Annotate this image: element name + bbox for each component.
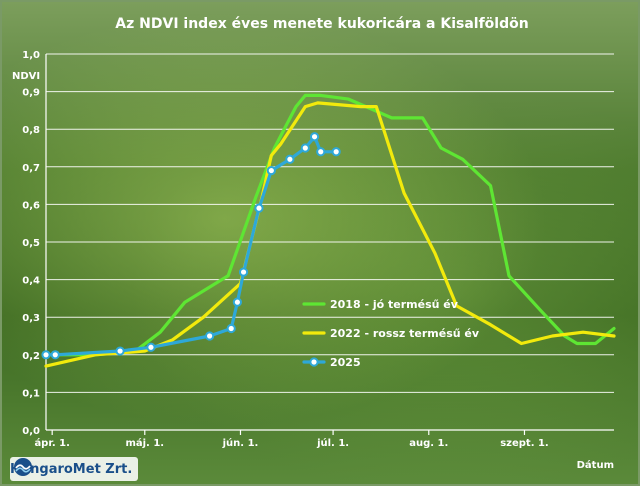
y-tick-label: 0,3 [22, 313, 40, 324]
x-axis-label: Dátum [577, 459, 614, 471]
x-tick-label: jún. 1. [222, 437, 259, 449]
y-tick-label: 0,7 [22, 163, 40, 174]
series-line-1 [44, 93, 616, 357]
x-tick-label: júl. 1. [316, 437, 349, 449]
data-point-marker [146, 342, 156, 352]
legend-label-2: 2022 - rossz termésű év [330, 327, 480, 340]
data-point-marker [300, 143, 310, 153]
x-tick-label: ápr. 1. [34, 437, 69, 449]
y-tick-label: 0,2 [22, 351, 40, 362]
data-point-marker [316, 147, 326, 157]
data-point-marker [331, 147, 341, 157]
data-point-marker [266, 165, 276, 176]
data-point-marker [309, 132, 320, 142]
y-tick-label: 0,4 [22, 276, 40, 287]
x-tick-label: szept. 1. [500, 438, 549, 449]
y-tick-label: 0,9 [22, 88, 40, 99]
data-point-marker [226, 323, 236, 334]
hungaromet-logo: HungaroMet Zrt. [10, 457, 139, 481]
data-point-marker [232, 297, 242, 307]
y-tick-label: 0,1 [22, 388, 40, 399]
series-line-2 [44, 101, 616, 368]
x-tick-label: máj. 1. [125, 437, 164, 449]
hungaromet-logo-icon [14, 458, 32, 476]
logo-text: HungaroMet Zrt. [10, 461, 133, 477]
y-tick-label: 0,0 [22, 426, 40, 437]
data-point-marker [285, 154, 295, 164]
data-point-marker [50, 350, 60, 360]
y-tick-label: 0,5 [22, 238, 40, 249]
data-point-marker [238, 267, 249, 277]
data-point-marker [41, 350, 51, 360]
y-tick-label: 0,6 [22, 200, 40, 211]
x-tick-label: aug. 1. [409, 438, 448, 449]
chart-title: Az NDVI index éves menete kukoricára a K… [115, 16, 528, 32]
data-point-marker [115, 346, 125, 356]
y-tick-label: 0,8 [22, 125, 40, 136]
legend-label-3: 2025 [330, 356, 361, 369]
legend-marker [309, 357, 319, 367]
legend-label-1: 2018 - jó termésű év [330, 298, 459, 311]
series-line-3 [44, 135, 338, 357]
data-point-marker [205, 331, 215, 341]
y-tick-label: 1,0 [22, 50, 40, 61]
y-axis-label: NDVI [12, 71, 40, 82]
data-point-marker [254, 203, 264, 213]
